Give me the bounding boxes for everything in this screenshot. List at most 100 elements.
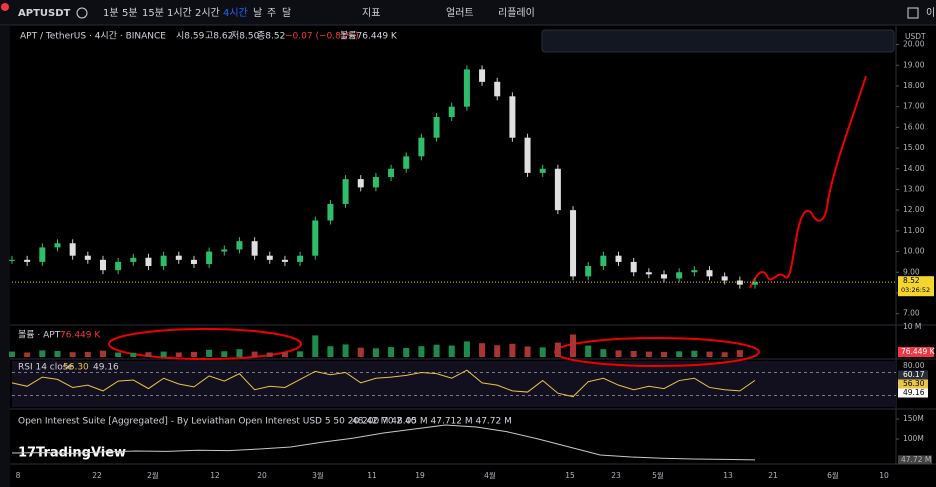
candle (297, 255, 304, 262)
candle (342, 179, 349, 204)
price-tick-label: 15.00 (903, 143, 925, 152)
candle (463, 69, 470, 107)
candle (69, 243, 76, 256)
candle (221, 249, 228, 252)
volume-bar (676, 351, 683, 357)
candle (130, 257, 137, 262)
last-price-badge (898, 276, 934, 297)
volume-bar (661, 351, 668, 357)
legend-low: 저8.50 (231, 31, 260, 42)
volume-bar (297, 351, 304, 357)
time-label: 2월 (147, 470, 159, 480)
interval-button[interactable]: 2시간 (195, 7, 220, 19)
volume-bar (327, 346, 334, 357)
layout-button[interactable] (907, 7, 919, 19)
interval-button[interactable]: 주 (267, 8, 276, 19)
candle (448, 106, 455, 118)
time-label: 3월 (312, 470, 324, 480)
legend-open: 시8.59 (176, 31, 205, 42)
hand-drawn-circle (108, 328, 302, 360)
volume-bar (418, 346, 425, 357)
price-tick-label: 12.00 (903, 205, 925, 214)
time-label: 8 (16, 471, 21, 480)
candle (418, 137, 425, 157)
price-tick-label: 11.00 (903, 226, 925, 235)
last-price: 8.52 (903, 276, 920, 285)
volume-bar (39, 350, 46, 357)
volume-bar (600, 349, 607, 357)
volume-badge (898, 347, 934, 357)
candle (676, 272, 683, 279)
volume-bar (433, 344, 440, 357)
rsi-value-2: 49.16 (93, 363, 119, 373)
interval-button[interactable]: 4시간 (223, 7, 248, 19)
corner-label: 이 (926, 7, 935, 19)
volume-bar (130, 352, 137, 357)
volume-bar (69, 352, 76, 357)
interval-button[interactable]: 1시간 (167, 7, 192, 19)
time-label: 6월 (827, 470, 839, 480)
volume-bar (494, 345, 501, 357)
candle (691, 270, 698, 273)
volume-bar (554, 342, 561, 357)
rsi-badge-label: 49.16 (903, 388, 925, 397)
interval-button[interactable]: 1분 (103, 7, 119, 19)
legend-pair: APT / TetherUS · 4시간 · BINANCE (20, 31, 166, 42)
interval-button[interactable]: 날 (253, 7, 262, 19)
hand-drawn-projection (749, 75, 867, 289)
volume-bar (160, 351, 167, 357)
volume-bar (615, 350, 622, 357)
volume-bar (24, 352, 31, 357)
volume-badge-label: 76.449 K (901, 347, 936, 356)
rsi-background (12, 361, 896, 407)
oi-title: Open Interest Suite [Aggregated] - By Le… (18, 417, 417, 427)
add-symbol[interactable] (76, 7, 88, 19)
volume-bar (388, 347, 395, 357)
legend-volume: 볼륨76.449 K (340, 31, 398, 42)
alert-button[interactable]: 얼러트 (446, 7, 474, 19)
candle (84, 255, 91, 260)
time-label: 22 (92, 471, 102, 480)
candle (160, 255, 167, 267)
rsi-badge-label: 56.30 (903, 379, 925, 388)
currency[interactable]: USDT (905, 32, 926, 41)
replay-button[interactable]: 리플레이 (498, 7, 535, 19)
volume-bar (645, 351, 652, 357)
volume-bar (736, 350, 743, 357)
time-label: 10 (879, 471, 889, 480)
symbol[interactable]: APTUSDT (18, 8, 71, 19)
volume-bar (236, 349, 243, 357)
notification-badge (1, 3, 9, 11)
candle (281, 259, 288, 262)
volume-bar (99, 350, 106, 357)
oi-badge-label: 47.72 M (901, 455, 931, 464)
candle (24, 259, 31, 262)
candle (706, 270, 713, 277)
volume-bar (721, 352, 728, 357)
oi-badge (898, 455, 932, 465)
candle (524, 137, 531, 173)
candle (433, 117, 440, 138)
candle (357, 179, 364, 188)
time-label: 23 (611, 471, 621, 480)
volume-bar (691, 350, 698, 357)
time-label: 5월 (652, 470, 664, 480)
candle (721, 276, 728, 281)
interval-button[interactable]: 5분 (122, 7, 138, 19)
candle (115, 261, 122, 271)
volume-bar (9, 351, 15, 357)
indicators-button[interactable]: 지표 (362, 7, 380, 19)
candle (479, 69, 486, 82)
volume-bar (706, 351, 713, 357)
volume-bar (372, 348, 379, 357)
candle (570, 210, 577, 277)
time-label: 19 (415, 471, 425, 480)
drawing-toolbar (541, 29, 895, 53)
interval-button[interactable]: 달 (282, 7, 291, 19)
candle (251, 241, 258, 256)
price-tick-label: 20.00 (903, 40, 925, 49)
interval-button[interactable]: 15분 (142, 7, 164, 19)
rsi-axis-label: 80.00 (903, 361, 925, 370)
legend-high: 고8.62 (205, 32, 233, 42)
